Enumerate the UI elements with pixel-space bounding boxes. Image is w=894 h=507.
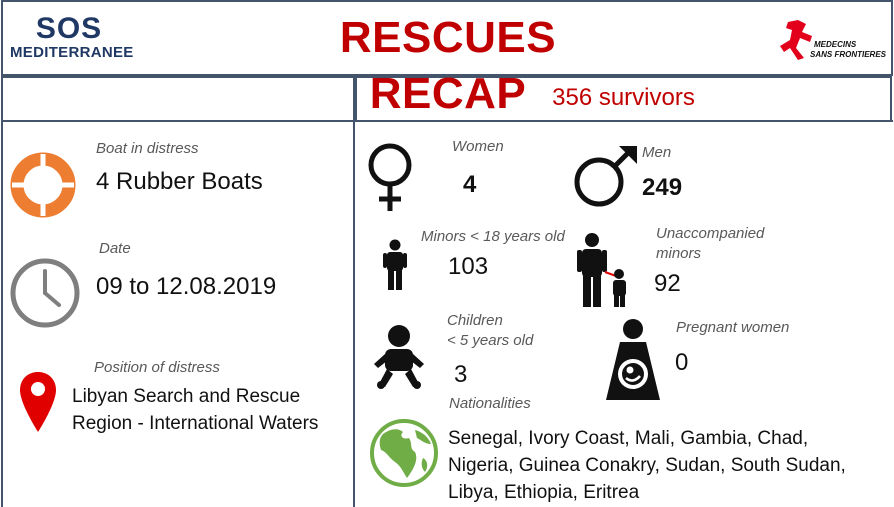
position-line2: Region - International Waters [72, 413, 319, 434]
men-label: Men [642, 144, 672, 161]
minors-label: Minors < 18 years old [421, 228, 565, 245]
date-label: Date [99, 240, 131, 257]
left-panel-top-border [1, 120, 893, 122]
baby-icon [374, 325, 424, 389]
boat-value: 4 Rubber Boats [96, 168, 263, 195]
page-title: RESCUES RECAP [339, 13, 557, 118]
position-line1: Libyan Search and Rescue [72, 386, 301, 407]
boat-label: Boat in distress [96, 140, 199, 157]
sos-mediterranee-logo: SOS MEDITERRANEE [10, 14, 150, 64]
map-pin-icon [20, 372, 56, 432]
survivors-count: 356 survivors [552, 84, 695, 111]
unaccompanied-label-line2: minors [656, 245, 702, 262]
children-label-line2: < 5 years old [447, 332, 534, 349]
male-symbol-icon [574, 146, 637, 207]
logo-sos-text: SOS [35, 12, 103, 45]
position-label: Position of distress [94, 359, 220, 376]
adult-child-icon [577, 233, 626, 307]
pregnant-woman-icon [606, 319, 660, 400]
clock-icon [10, 258, 80, 328]
msf-text-line1: MEDECINS [814, 40, 857, 49]
women-label: Women [452, 138, 504, 155]
female-symbol-icon [368, 143, 412, 211]
nationalities-line1: Senegal, Ivory Coast, Mali, Gambia, Chad… [448, 428, 809, 449]
nationalities-line2: Nigeria, Guinea Conakry, Sudan, South Su… [448, 455, 846, 476]
logo-mediterranee-text: MEDITERRANEE [10, 44, 134, 61]
children-value: 3 [454, 361, 468, 388]
children-label-line1: Children [447, 312, 503, 329]
header-box [1, 0, 893, 76]
lifebuoy-icon [10, 152, 76, 218]
msf-running-man-icon [780, 20, 812, 60]
pregnant-value: 0 [675, 349, 689, 376]
men-value: 249 [642, 174, 683, 201]
unaccompanied-label-line1: Unaccompanied [656, 225, 765, 242]
women-value: 4 [463, 171, 477, 198]
minors-value: 103 [448, 253, 489, 280]
globe-icon [370, 419, 438, 487]
left-edge [1, 120, 3, 507]
msf-text-line2: SANS FRONTIERES [810, 50, 887, 59]
pregnant-label: Pregnant women [676, 319, 790, 336]
msf-logo: MEDECINS SANS FRONTIERES [778, 18, 888, 64]
unaccompanied-value: 92 [654, 270, 681, 297]
minor-person-icon [383, 239, 407, 290]
nationalities-line3: Libya, Ethiopia, Eritrea [448, 482, 640, 503]
panel-divider [353, 120, 355, 507]
nationalities-label: Nationalities [449, 395, 531, 412]
date-value: 09 to 12.08.2019 [96, 273, 277, 300]
